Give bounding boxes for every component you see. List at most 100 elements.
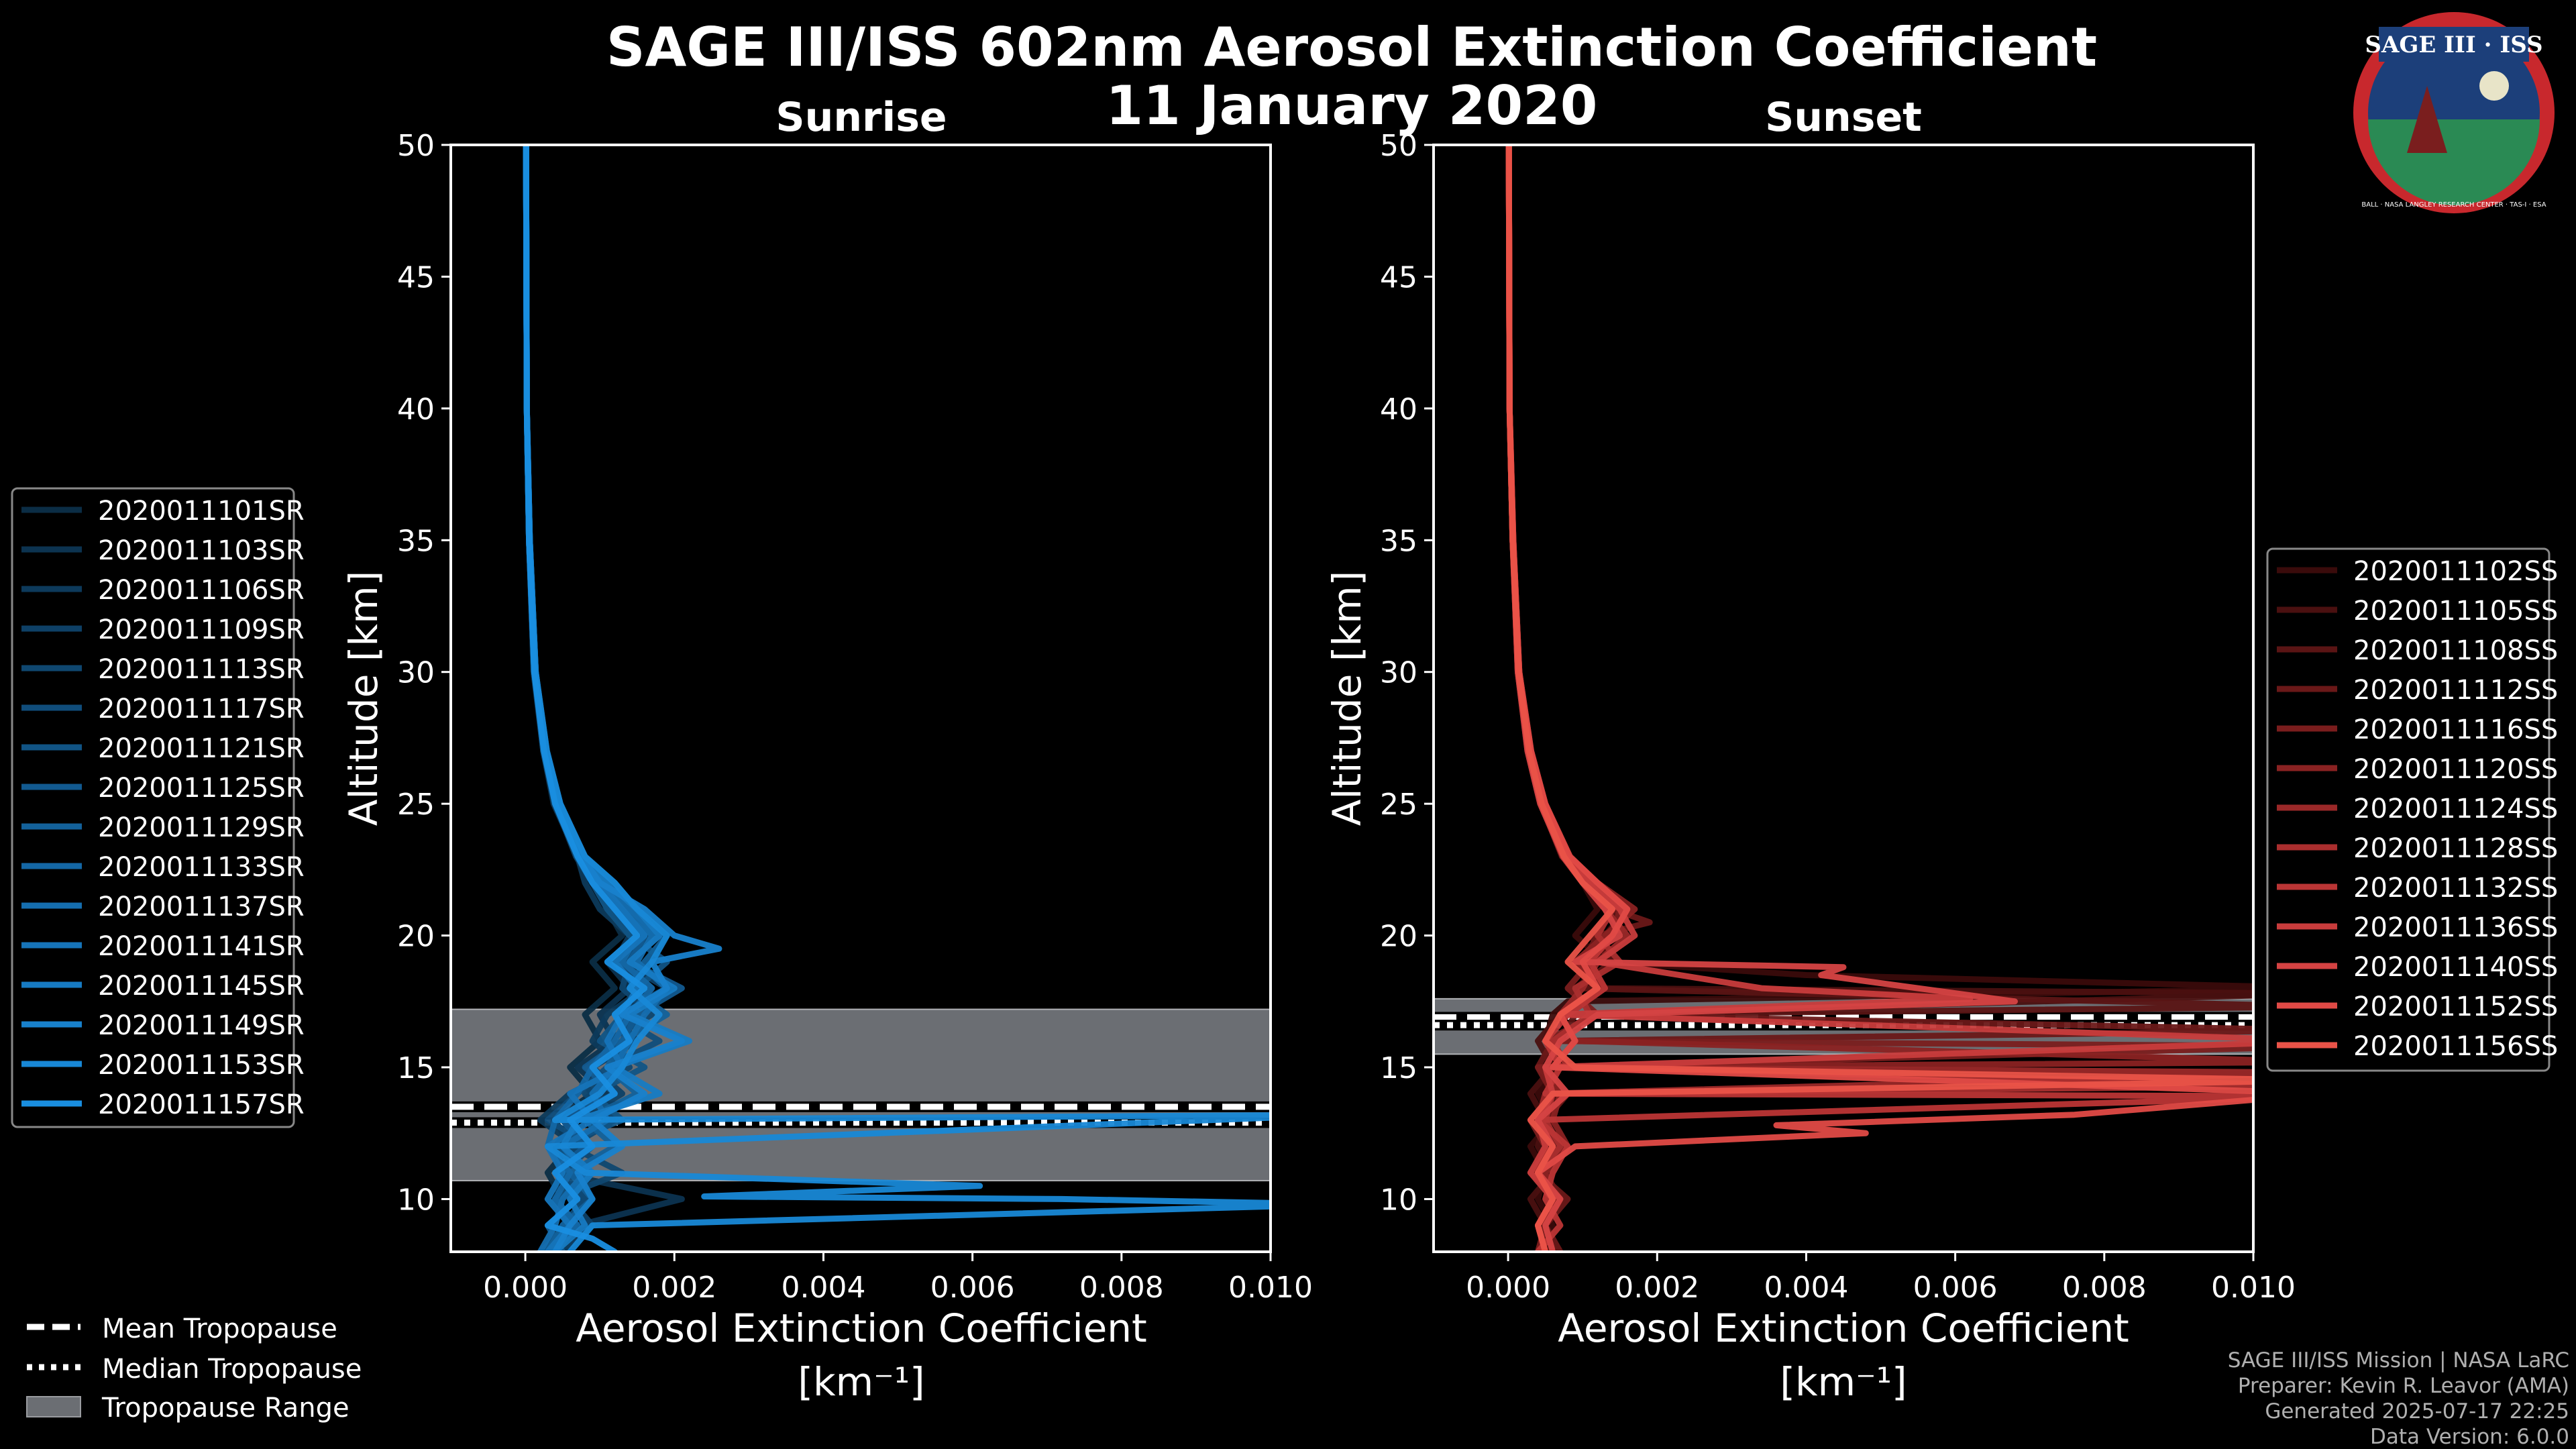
sunset-legend-label: 2020011102SS xyxy=(2353,556,2558,587)
sunset-xtick-label: 0.010 xyxy=(2211,1271,2296,1305)
sunrise-legend-label: 2020011129SR xyxy=(98,812,305,843)
sunset-legend-label: 2020011105SS xyxy=(2353,596,2558,627)
sunrise-xtick-label: 0.010 xyxy=(1228,1271,1313,1305)
sunset-ytick-label: 30 xyxy=(1380,656,1417,690)
sunset-legend: 2020011102SS 2020011105SS 2020011108SS 2020… xyxy=(2266,547,2558,1072)
sunrise-xtick-label: 0.008 xyxy=(1079,1271,1164,1305)
sunset-ytick-label: 25 xyxy=(1380,788,1417,822)
sunrise-profile-2020011153SR xyxy=(523,145,1271,1252)
sunset-legend-label: 2020011136SS xyxy=(2353,912,2558,943)
sunset-ytick-label: 20 xyxy=(1380,920,1417,954)
sunset-profile-2020011156SS xyxy=(1505,145,2253,1252)
sunrise-profile-2020011157SR xyxy=(523,145,648,1252)
sunset-xtick-label: 0.000 xyxy=(1466,1271,1550,1305)
sunrise-xtick-label: 0.004 xyxy=(781,1271,865,1305)
sunrise-xtick-label: 0.006 xyxy=(930,1271,1015,1305)
figure-title: SAGE III/ISS 602nm Aerosol Extinction Co… xyxy=(606,16,2097,78)
sunrise-legend-label: 2020011121SR xyxy=(98,733,305,764)
footer: SAGE III/ISS Mission | NASA LaRC Prepare… xyxy=(2228,1348,2569,1449)
logo-banner xyxy=(2379,27,2529,62)
sunrise-panel-title: Sunrise xyxy=(775,94,947,141)
sunset-xtick-label: 0.002 xyxy=(1615,1271,1699,1305)
sunrise-ytick-label: 45 xyxy=(397,260,435,294)
sunset-panel-title: Sunset xyxy=(1765,94,1922,141)
sunset-legend-label: 2020011132SS xyxy=(2353,873,2558,904)
sunrise-ytick-label: 30 xyxy=(397,656,435,690)
sunrise-ytick-label: 35 xyxy=(397,524,435,558)
sunset-y-ticks: 10 15 20 25 30 35 40 45 50 xyxy=(1380,129,1434,1217)
sunrise-legend-label: 2020011125SR xyxy=(98,773,305,804)
mean-tropopause-label: Mean Tropopause xyxy=(102,1313,337,1344)
logo-sun-icon xyxy=(2479,71,2509,101)
sunrise-legend-label: 2020011106SR xyxy=(98,575,305,606)
sunset-y-axis-label: Altitude [km] xyxy=(1324,571,1370,826)
figure-subtitle: 11 January 2020 xyxy=(1106,74,1598,137)
sunrise-ytick-label: 50 xyxy=(397,129,435,163)
sunset-x-axis-label: Aerosol Extinction Coefficient xyxy=(1558,1305,2129,1351)
sunset-ytick-label: 40 xyxy=(1380,392,1417,427)
sunrise-x-axis-label: Aerosol Extinction Coefficient xyxy=(576,1305,1147,1351)
sunrise-legend-label: 2020011113SR xyxy=(98,654,305,685)
sunrise-ytick-label: 20 xyxy=(397,920,435,954)
sunrise-legend-label: 2020011133SR xyxy=(98,852,305,883)
sunrise-legend-label: 2020011153SR xyxy=(98,1050,305,1081)
sunset-ytick-label: 35 xyxy=(1380,524,1417,558)
sunrise-legend-label: 2020011141SR xyxy=(98,931,305,962)
sunset-axes-frame xyxy=(1432,144,2255,1253)
sunrise-legend-label: 2020011117SR xyxy=(98,694,305,724)
sunset-legend-label: 2020011116SS xyxy=(2353,714,2558,745)
sunset-legend-label: 2020011152SS xyxy=(2353,991,2558,1022)
sunrise-legend-box xyxy=(11,487,295,1128)
sunset-ytick-label: 10 xyxy=(1380,1183,1417,1217)
sunrise-y-axis-label: Altitude [km] xyxy=(341,571,386,826)
sunrise-ytick-label: 10 xyxy=(397,1183,435,1217)
sunrise-legend-label: 2020011103SR xyxy=(98,535,305,566)
sunset-ytick-label: 50 xyxy=(1380,129,1417,163)
sage-iii-iss-logo: SAGE III · ISS BALL · NASA LANGLEY RESEA… xyxy=(2353,12,2555,213)
tropopause-range-label: Tropopause Range xyxy=(101,1393,350,1424)
sunset-xtick-label: 0.008 xyxy=(2062,1271,2147,1305)
sunrise-axes-frame xyxy=(449,144,1272,1253)
sunrise-legend-label: 2020011101SR xyxy=(98,496,305,527)
sunrise-x-ticks: 0.000 0.002 0.004 0.006 0.008 0.010 xyxy=(483,1252,1313,1305)
sunrise-ytick-label: 15 xyxy=(397,1051,435,1085)
footer-line-preparer: Preparer: Kevin R. Leavor (AMA) xyxy=(2238,1374,2569,1398)
sunrise-ytick-label: 25 xyxy=(397,788,435,822)
sunset-x-axis-units: [km⁻¹] xyxy=(1780,1359,1907,1405)
sunset-legend-label: 2020011124SS xyxy=(2353,794,2558,824)
sunset-ytick-label: 45 xyxy=(1380,260,1417,294)
sunset-legend-box xyxy=(2266,547,2551,1072)
sunset-xtick-label: 0.004 xyxy=(1764,1271,1848,1305)
sunset-legend-label: 2020011108SS xyxy=(2353,635,2558,666)
logo-ring-text: BALL · NASA LANGLEY RESEARCH CENTER · TA… xyxy=(2361,201,2546,209)
sunset-legend-label: 2020011120SS xyxy=(2353,754,2558,785)
sunset-legend-label: 2020011140SS xyxy=(2353,952,2558,983)
sunrise-y-ticks: 10 15 20 25 30 35 40 45 50 xyxy=(397,129,451,1217)
logo-text: SAGE III · ISS xyxy=(2365,32,2542,58)
sunrise-xtick-label: 0.002 xyxy=(632,1271,716,1305)
median-tropopause-label: Median Tropopause xyxy=(102,1354,362,1385)
tropopause-range-swatch xyxy=(26,1396,81,1417)
reference-legend: Mean Tropopause Median Tropopause Tropop… xyxy=(26,1313,362,1424)
sunrise-legend: 2020011101SR 2020011103SR 2020011106SR 2020… xyxy=(11,487,305,1128)
sunrise-legend-label: 2020011157SR xyxy=(98,1089,305,1120)
sunrise-legend-label: 2020011149SR xyxy=(98,1010,305,1041)
sunrise-plot-area xyxy=(451,145,1271,1252)
sunset-x-ticks: 0.000 0.002 0.004 0.006 0.008 0.010 xyxy=(1466,1252,2296,1305)
sunrise-legend-label: 2020011145SR xyxy=(98,971,305,1002)
sunrise-x-axis-units: [km⁻¹] xyxy=(798,1359,924,1405)
sunrise-xtick-label: 0.000 xyxy=(483,1271,568,1305)
sunset-legend-label: 2020011156SS xyxy=(2353,1031,2558,1062)
footer-line-generated: Generated 2025-07-17 22:25 xyxy=(2265,1399,2569,1424)
sunrise-ytick-label: 40 xyxy=(397,392,435,427)
sunrise-legend-label: 2020011109SR xyxy=(98,614,305,645)
sunrise-legend-label: 2020011137SR xyxy=(98,892,305,922)
sunset-plot-area xyxy=(1434,145,2253,1252)
sunset-xtick-label: 0.006 xyxy=(1913,1271,1998,1305)
sunset-ytick-label: 15 xyxy=(1380,1051,1417,1085)
footer-line-version: Data Version: 6.0.0 xyxy=(2370,1425,2569,1449)
